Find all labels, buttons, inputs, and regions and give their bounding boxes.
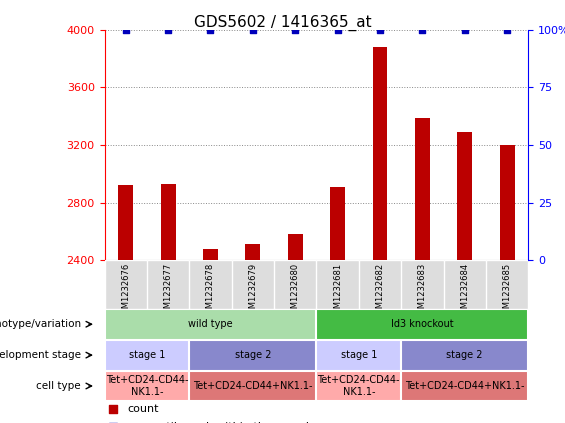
Text: GDS5602 / 1416365_at: GDS5602 / 1416365_at [194, 15, 371, 31]
Bar [372, 47, 388, 260]
Text: Tet+CD24-CD44-
NK1.1-: Tet+CD24-CD44- NK1.1- [106, 375, 188, 397]
Point [375, 26, 384, 33]
Text: stage 2: stage 2 [446, 350, 483, 360]
Bar [457, 132, 472, 260]
Text: GSM1232676: GSM1232676 [121, 263, 130, 319]
Text: GSM1232684: GSM1232684 [460, 263, 469, 319]
Point [206, 26, 215, 33]
Text: stage 2: stage 2 [234, 350, 271, 360]
Point [333, 26, 342, 33]
Text: GSM1232681: GSM1232681 [333, 263, 342, 319]
Text: percentile rank within the sample: percentile rank within the sample [128, 422, 316, 423]
Text: wild type: wild type [188, 319, 233, 329]
Text: GSM1232678: GSM1232678 [206, 263, 215, 319]
Point [121, 26, 130, 33]
Text: stage 1: stage 1 [341, 350, 377, 360]
Text: Tet+CD24-CD44+NK1.1-: Tet+CD24-CD44+NK1.1- [405, 381, 524, 391]
Text: genotype/variation: genotype/variation [0, 319, 81, 329]
Bar [499, 145, 515, 260]
Bar [160, 184, 176, 260]
Text: GSM1232680: GSM1232680 [291, 263, 299, 319]
Text: stage 1: stage 1 [129, 350, 165, 360]
Bar [288, 234, 303, 260]
Text: GSM1232683: GSM1232683 [418, 263, 427, 319]
Point [249, 26, 258, 33]
Point [108, 406, 118, 413]
Point [460, 26, 469, 33]
Point [418, 26, 427, 33]
Text: count: count [128, 404, 159, 415]
Text: development stage: development stage [0, 350, 81, 360]
Text: GSM1232679: GSM1232679 [249, 263, 257, 319]
Text: Tet+CD24-CD44+NK1.1-: Tet+CD24-CD44+NK1.1- [193, 381, 312, 391]
Bar [245, 244, 260, 260]
Text: GSM1232685: GSM1232685 [503, 263, 511, 319]
Point [290, 26, 299, 33]
Text: Id3 knockout: Id3 knockout [391, 319, 454, 329]
Bar [203, 249, 218, 260]
Bar [415, 118, 430, 260]
Bar [330, 187, 345, 260]
Text: GSM1232682: GSM1232682 [376, 263, 384, 319]
Bar [118, 185, 133, 260]
Point [164, 26, 173, 33]
Text: GSM1232677: GSM1232677 [164, 263, 172, 319]
Text: cell type: cell type [37, 381, 81, 391]
Point [503, 26, 512, 33]
Text: Tet+CD24-CD44-
NK1.1-: Tet+CD24-CD44- NK1.1- [318, 375, 400, 397]
